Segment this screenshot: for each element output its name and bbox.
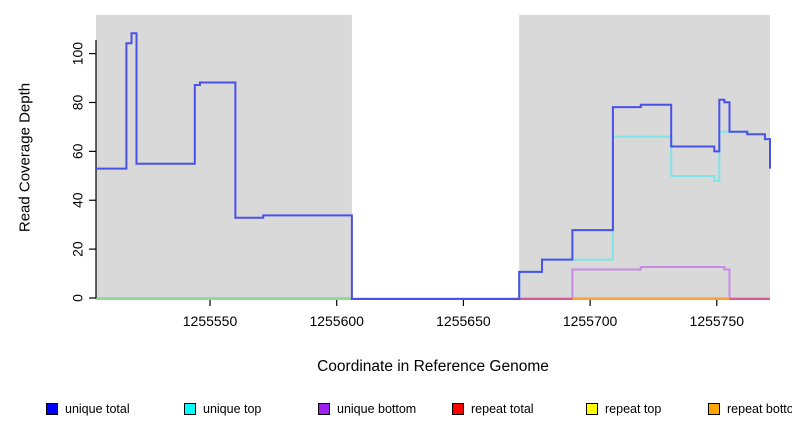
- unique-total-line: [96, 32, 771, 300]
- legend-label: repeat top: [605, 402, 662, 416]
- x-axis-title: Coordinate in Reference Genome: [317, 358, 549, 375]
- x-tick-label: 1255700: [563, 313, 618, 329]
- y-tick-label: 100: [70, 42, 86, 66]
- y-tick-label: 20: [70, 241, 86, 257]
- unique-top-swatch-icon: [184, 403, 196, 415]
- unique-total-swatch-icon: [46, 403, 58, 415]
- legend-item-unique-top: unique top: [184, 399, 261, 419]
- legend-item-unique-bottom: unique bottom: [318, 399, 416, 419]
- legend-item-repeat-bottom: repeat bottom: [708, 399, 792, 419]
- unique-bottom-swatch-icon: [318, 403, 330, 415]
- x-tick-label: 1255600: [309, 313, 364, 329]
- legend-label: unique total: [65, 402, 130, 416]
- x-tick-label: 1255750: [690, 313, 745, 329]
- y-tick-label: 40: [70, 192, 86, 208]
- legend-label: unique top: [203, 402, 262, 416]
- legend-label: repeat bottom: [727, 402, 792, 416]
- shaded-right-region: [519, 15, 770, 299]
- repeat-top-swatch-icon: [586, 403, 598, 415]
- unique-bottom-line: [96, 266, 770, 300]
- x-tick-label: 1255550: [183, 313, 238, 329]
- legend: unique total unique top unique bottom re…: [0, 399, 792, 421]
- legend-item-repeat-total: repeat total: [452, 399, 534, 419]
- y-tick-label: 80: [70, 94, 86, 110]
- plot-canvas: 0 20 40 60 80 100 1255550 1255600 1255650 1255700…: [70, 15, 771, 329]
- repeat-bottom-swatch-icon: [708, 403, 720, 415]
- x-tick-label: 1255650: [436, 313, 491, 329]
- shaded-left-region: [96, 15, 352, 299]
- y-tick-label: 60: [70, 143, 86, 159]
- legend-item-unique-total: unique total: [46, 399, 130, 419]
- y-axis-title: Read Coverage Depth: [16, 82, 34, 233]
- y-tick-label: 0: [70, 294, 86, 302]
- legend-item-repeat-top: repeat top: [586, 399, 661, 419]
- repeat-total-swatch-icon: [452, 403, 464, 415]
- legend-label: repeat total: [471, 402, 534, 416]
- legend-label: unique bottom: [337, 402, 417, 416]
